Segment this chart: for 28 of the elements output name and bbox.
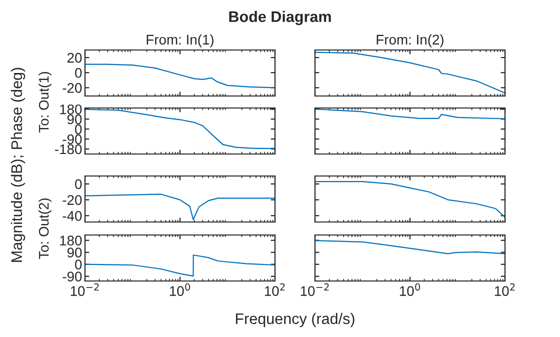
- x-tick-label: 10$^{−2}$: [300, 283, 329, 296]
- x-tick-label: 10$^{2}$: [264, 283, 285, 296]
- chart-subtitle: From: In(1): [146, 34, 214, 48]
- y-tick-label: 0: [75, 68, 82, 78]
- y-tick-label: -20: [62, 195, 82, 205]
- y-tick-label: 90: [67, 248, 82, 258]
- x-axis-title: Frequency (rad/s): [236, 312, 354, 328]
- y-tick-label: 180: [60, 104, 82, 114]
- x-tick-label: 10$^{2}$: [494, 283, 515, 296]
- y-axis-title: To: Out(2): [38, 198, 52, 260]
- y-tick-label: -90: [62, 134, 82, 144]
- y-tick-label: 0: [75, 260, 82, 270]
- y-tick-label: 0: [75, 179, 82, 190]
- y-axis-title: To: Out(1): [38, 72, 52, 133]
- y-tick-label: 90: [67, 114, 82, 124]
- x-tick-label: 10$^{−2}$: [70, 283, 99, 296]
- x-tick-label: 10$^{0}$: [400, 283, 420, 296]
- text: Magnitude (dB); Phase (deg): [10, 68, 26, 262]
- y-tick-label: -180: [55, 144, 82, 154]
- y-tick-label: 20: [67, 52, 82, 63]
- x-tick-label: 10$^{0}$: [170, 283, 190, 296]
- y-tick-label: 180: [60, 236, 82, 246]
- chart-title: Bode Diagram: [229, 10, 331, 26]
- chart-subtitle: From: In(2): [376, 34, 444, 48]
- y-tick-label: 0: [75, 124, 82, 134]
- y-tick-label: -40: [62, 210, 82, 221]
- y-tick-label: -90: [62, 272, 82, 282]
- y-tick-label: -20: [62, 83, 82, 93]
